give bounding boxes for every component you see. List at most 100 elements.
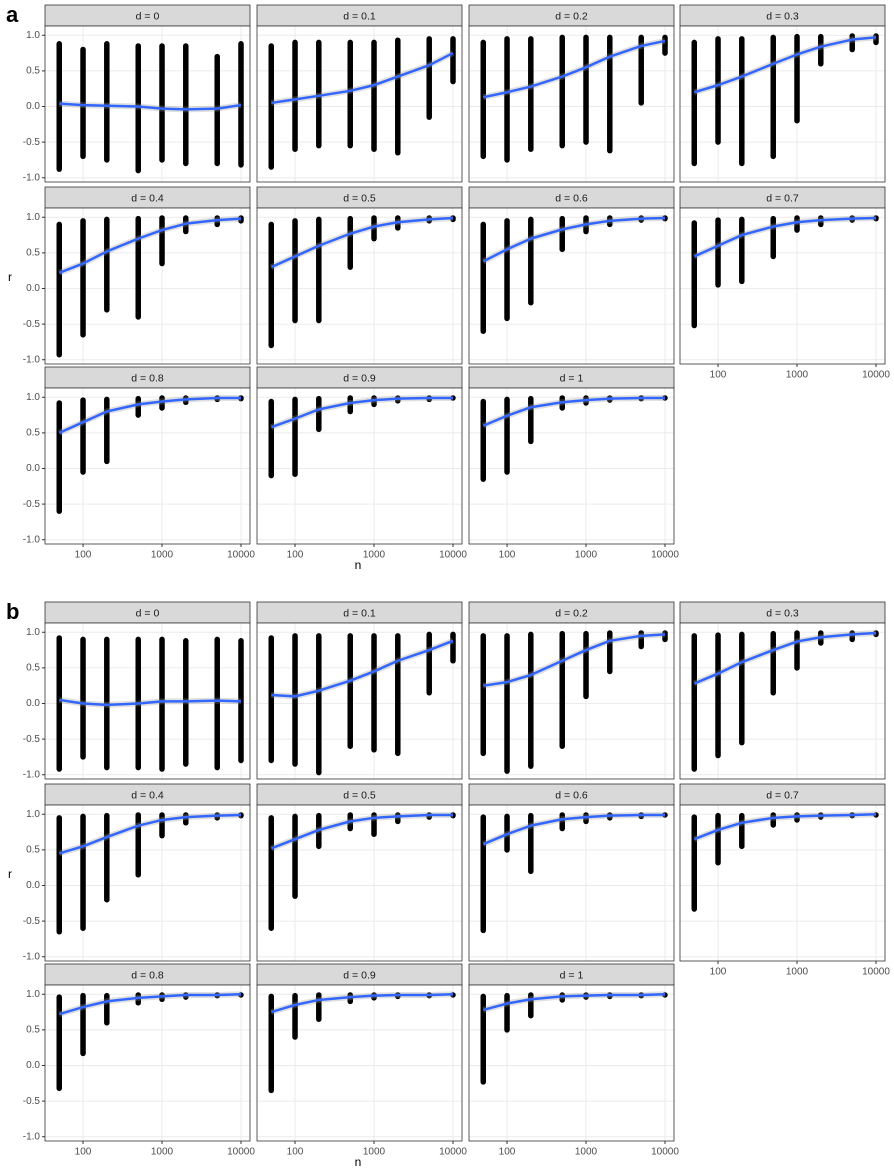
facet: d = 0.1 [256, 4, 463, 183]
fit-line [270, 216, 454, 269]
plot-area [45, 208, 250, 364]
x-tick-label: 10000 [651, 1147, 679, 1158]
y-tick-label: -1.0 [23, 534, 41, 545]
plot-border [679, 622, 886, 780]
x-tick-label: 10000 [439, 550, 467, 561]
plot-border [44, 804, 251, 962]
fit-line [482, 216, 666, 263]
strip-label: d = 0.6 [555, 789, 588, 801]
fit-line [693, 36, 877, 94]
fit-line [58, 396, 241, 435]
x-tick-label: 1000 [151, 550, 174, 561]
facet: d = 0 -1.0 -0.5 0.0 0.5 1.0 [23, 601, 251, 780]
plot-border [468, 984, 675, 1142]
fit-line [58, 993, 242, 1016]
y-tick-label: 1.0 [26, 989, 40, 1000]
y-axis-title: r [8, 270, 12, 284]
y-tick-label: 0.0 [26, 698, 40, 709]
x-tick-label: 10000 [862, 370, 890, 381]
fit-line [58, 813, 242, 855]
plot-area [680, 208, 885, 364]
strip-label: d = 0.9 [343, 969, 376, 981]
fit-line [59, 698, 242, 707]
plot-border [256, 25, 463, 183]
fit-line [482, 993, 666, 1012]
strip-label: d = 0.6 [555, 192, 588, 204]
y-tick-label: 0.5 [26, 66, 40, 77]
plot-area [45, 985, 250, 1141]
strip-label: d = 0.5 [343, 789, 376, 801]
x-tick-label: 100 [710, 967, 727, 978]
y-tick-label: 1.0 [26, 392, 40, 403]
y-tick-label: 0.0 [26, 880, 40, 891]
plot-border [44, 622, 251, 780]
facet: d = 0.5 [256, 186, 463, 365]
plot-border [679, 804, 886, 962]
facet: d = 0.1 [256, 601, 463, 780]
y-tick-label: 0.5 [26, 248, 40, 259]
plot-area [45, 388, 250, 544]
plot-border [44, 387, 251, 545]
strip-label: d = 0.3 [766, 10, 799, 22]
plot-border [44, 25, 251, 183]
y-tick-label: 1.0 [26, 30, 40, 41]
x-tick-label: 100 [499, 550, 516, 561]
fit-line [58, 217, 242, 274]
y-tick-label: 0.0 [26, 283, 40, 294]
plot-area [257, 388, 462, 544]
facet: d = 0 -1.0 -0.5 0.0 0.5 1.0 [23, 4, 251, 183]
plot-border [468, 387, 675, 545]
x-tick-label: 100 [710, 370, 727, 381]
y-tick-label: 0.5 [26, 845, 40, 856]
x-tick-label: 10000 [227, 1147, 255, 1158]
x-tick-label: 100 [499, 1147, 516, 1158]
plot-area [45, 805, 250, 961]
strip-label: d = 1 [560, 969, 584, 981]
strip-label: d = 0.7 [766, 789, 799, 801]
y-tick-label: -0.5 [23, 1096, 41, 1107]
plot-border [468, 25, 675, 183]
x-tick-label: 10000 [439, 1147, 467, 1158]
plot-border [44, 207, 251, 365]
plot-area [469, 623, 674, 779]
plot-border [679, 25, 886, 183]
facet: d = 1 100 1000 10000 [468, 366, 679, 561]
plot-area [680, 805, 885, 961]
strip-label: d = 0.8 [131, 372, 164, 384]
plot-area [469, 388, 674, 544]
y-tick-label: 0.5 [26, 1025, 40, 1036]
fit-line [693, 813, 877, 841]
y-tick-label: 1.0 [26, 809, 40, 820]
y-tick-label: 0.5 [26, 428, 40, 439]
fit-line [693, 216, 877, 258]
facet: d = 0.2 [468, 601, 675, 780]
facet: d = 0.7 100 1000 10000 [679, 783, 890, 978]
x-axis-title: n [355, 558, 362, 572]
fit-line [482, 39, 666, 99]
fit-line [270, 396, 453, 429]
plot-area [257, 208, 462, 364]
strip-label: d = 0.2 [555, 607, 588, 619]
facet: d = 0.4 -1.0 -0.5 0.0 0.5 1.0 [23, 783, 251, 962]
plot-border [256, 984, 463, 1142]
panel-label: a [6, 2, 19, 27]
plot-border [468, 622, 675, 780]
facet: d = 0.6 [468, 186, 675, 365]
plot-area [469, 805, 674, 961]
fit-line [59, 102, 242, 111]
plot-border [256, 804, 463, 962]
plot-border [468, 804, 675, 962]
y-tick-label: -1.0 [23, 951, 41, 962]
plot-area [257, 985, 462, 1141]
fit-line [270, 993, 454, 1014]
strip-label: d = 0 [136, 607, 160, 619]
y-tick-label: -0.5 [23, 734, 41, 745]
y-tick-label: -1.0 [23, 1131, 41, 1142]
y-tick-label: 1.0 [26, 212, 40, 223]
facet: d = 1 100 1000 10000 [468, 963, 679, 1158]
y-tick-label: -0.5 [23, 319, 41, 330]
y-tick-label: 1.0 [26, 627, 40, 638]
x-tick-label: 1000 [786, 967, 809, 978]
strip-label: d = 0.5 [343, 192, 376, 204]
